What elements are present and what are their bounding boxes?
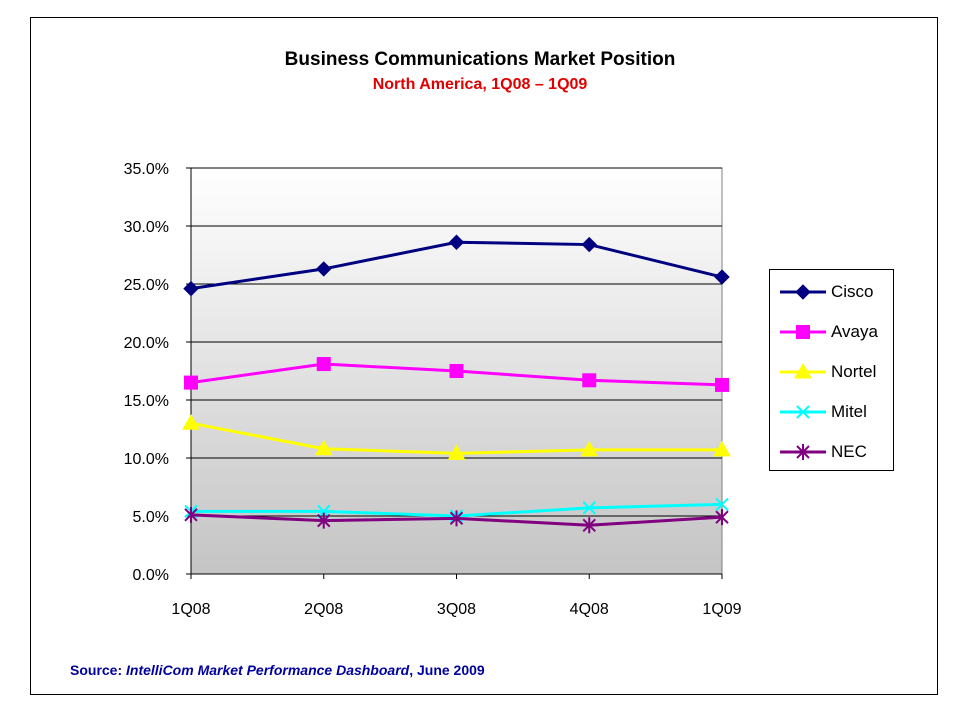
legend-label: NEC bbox=[831, 442, 867, 461]
tick-labels: 0.0% 5.0% 10.0% 15.0% 20.0% 25.0% 30.0% 35.0% 1Q… bbox=[124, 161, 742, 618]
data-point-nec bbox=[184, 506, 198, 523]
y-tick-label: 25.0% bbox=[124, 277, 169, 294]
data-point-mitel bbox=[582, 501, 596, 515]
legend-symbol bbox=[780, 405, 826, 419]
series-avaya bbox=[184, 357, 729, 392]
y-tick-label: 5.0% bbox=[133, 509, 169, 526]
data-point-nortel bbox=[182, 414, 200, 430]
series-group bbox=[182, 234, 731, 534]
legend-symbol bbox=[780, 284, 826, 300]
data-point-nortel bbox=[713, 440, 731, 457]
data-point-avaya bbox=[582, 373, 597, 388]
source-prefix: Source: bbox=[70, 662, 127, 678]
legend-label: Mitel bbox=[831, 402, 867, 421]
data-point-avaya bbox=[184, 375, 198, 390]
y-tick-label: 20.0% bbox=[124, 335, 169, 352]
legend-marker bbox=[796, 405, 810, 419]
legend-symbol bbox=[780, 444, 826, 460]
source-suffix: , June 2009 bbox=[409, 662, 485, 678]
data-point-avaya bbox=[715, 377, 729, 392]
data-point-nec bbox=[715, 509, 729, 526]
series-nortel bbox=[182, 414, 731, 460]
series-cisco bbox=[183, 234, 730, 297]
chart-subtitle: North America, 1Q08 – 1Q09 bbox=[372, 76, 588, 93]
data-point-nortel bbox=[447, 444, 466, 460]
y-tick-label: 30.0% bbox=[124, 219, 169, 236]
legend-label: Nortel bbox=[831, 362, 877, 381]
legend-marker bbox=[796, 325, 810, 339]
legend-label: Avaya bbox=[831, 322, 878, 341]
y-tick-label: 35.0% bbox=[124, 161, 169, 178]
y-tick-label: 10.0% bbox=[124, 451, 169, 468]
legend-label: Cisco bbox=[831, 282, 874, 301]
x-tick-label: 2Q08 bbox=[304, 601, 343, 618]
source-name: IntelliCom Market Performance Dashboard bbox=[126, 662, 410, 678]
x-tick-label: 1Q09 bbox=[702, 601, 741, 618]
chart-title: Business Communications Market Position bbox=[284, 49, 676, 70]
data-point-cisco bbox=[316, 261, 332, 277]
x-tick-label: 3Q08 bbox=[437, 601, 476, 618]
data-point-cisco bbox=[714, 269, 730, 285]
legend-item-nec: NEC bbox=[770, 437, 893, 467]
source-note: Source: IntelliCom Market Performance Da… bbox=[70, 662, 485, 678]
legend: Cisco Avaya Nortel Mitel NEC bbox=[769, 269, 894, 471]
data-point-nec bbox=[317, 512, 331, 529]
legend-item-avaya: Avaya bbox=[770, 317, 893, 347]
data-point-nortel bbox=[580, 440, 599, 457]
data-point-cisco bbox=[183, 280, 199, 297]
legend-symbol bbox=[780, 325, 826, 339]
legend-item-cisco: Cisco bbox=[770, 277, 893, 307]
series-nec bbox=[184, 506, 729, 534]
legend-marker bbox=[794, 362, 812, 379]
y-tick-label: 15.0% bbox=[124, 393, 169, 410]
data-point-cisco bbox=[581, 236, 597, 253]
legend-item-mitel: Mitel bbox=[770, 397, 893, 427]
x-tick-label: 4Q08 bbox=[570, 601, 609, 618]
y-tick-label: 0.0% bbox=[133, 567, 169, 584]
x-tick-label: 1Q08 bbox=[171, 601, 210, 618]
legend-marker bbox=[795, 284, 811, 300]
data-point-avaya bbox=[316, 357, 331, 372]
legend-symbol bbox=[780, 362, 826, 379]
data-point-mitel bbox=[715, 497, 729, 512]
data-point-cisco bbox=[448, 234, 465, 250]
data-point-nortel bbox=[314, 439, 333, 456]
legend-item-nortel: Nortel bbox=[770, 357, 893, 387]
data-point-nec bbox=[582, 517, 596, 534]
legend-marker bbox=[796, 444, 810, 460]
data-point-nec bbox=[449, 510, 464, 527]
data-point-avaya bbox=[449, 364, 464, 378]
